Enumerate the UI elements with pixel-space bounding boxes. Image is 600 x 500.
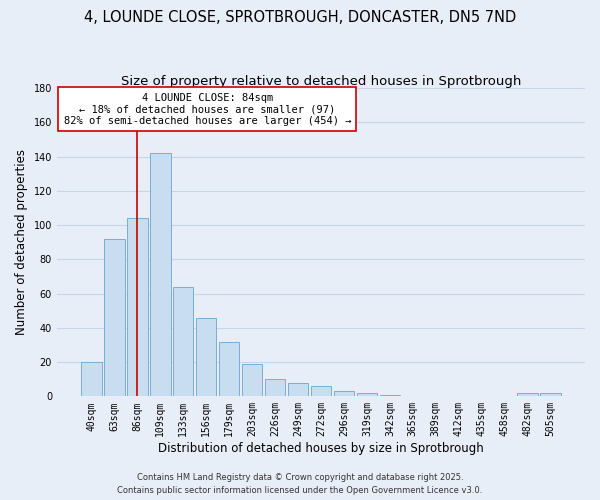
Bar	[356, 393, 377, 396]
Bar	[104, 238, 125, 396]
Bar	[265, 379, 286, 396]
Bar	[541, 393, 561, 396]
Bar	[127, 218, 148, 396]
Bar	[173, 286, 193, 397]
Text: 4 LOUNDE CLOSE: 84sqm
← 18% of detached houses are smaller (97)
82% of semi-deta: 4 LOUNDE CLOSE: 84sqm ← 18% of detached …	[64, 92, 351, 126]
Bar	[81, 362, 101, 396]
Bar	[311, 386, 331, 396]
Title: Size of property relative to detached houses in Sprotbrough: Size of property relative to detached ho…	[121, 75, 521, 88]
Y-axis label: Number of detached properties: Number of detached properties	[15, 149, 28, 335]
Bar	[196, 318, 217, 396]
Bar	[150, 153, 170, 396]
Bar	[334, 391, 354, 396]
Text: Contains HM Land Registry data © Crown copyright and database right 2025.
Contai: Contains HM Land Registry data © Crown c…	[118, 474, 482, 495]
Bar	[242, 364, 262, 396]
Bar	[287, 382, 308, 396]
Bar	[517, 393, 538, 396]
Text: 4, LOUNDE CLOSE, SPROTBROUGH, DONCASTER, DN5 7ND: 4, LOUNDE CLOSE, SPROTBROUGH, DONCASTER,…	[84, 10, 516, 25]
Bar	[219, 342, 239, 396]
X-axis label: Distribution of detached houses by size in Sprotbrough: Distribution of detached houses by size …	[158, 442, 484, 455]
Bar	[380, 394, 400, 396]
